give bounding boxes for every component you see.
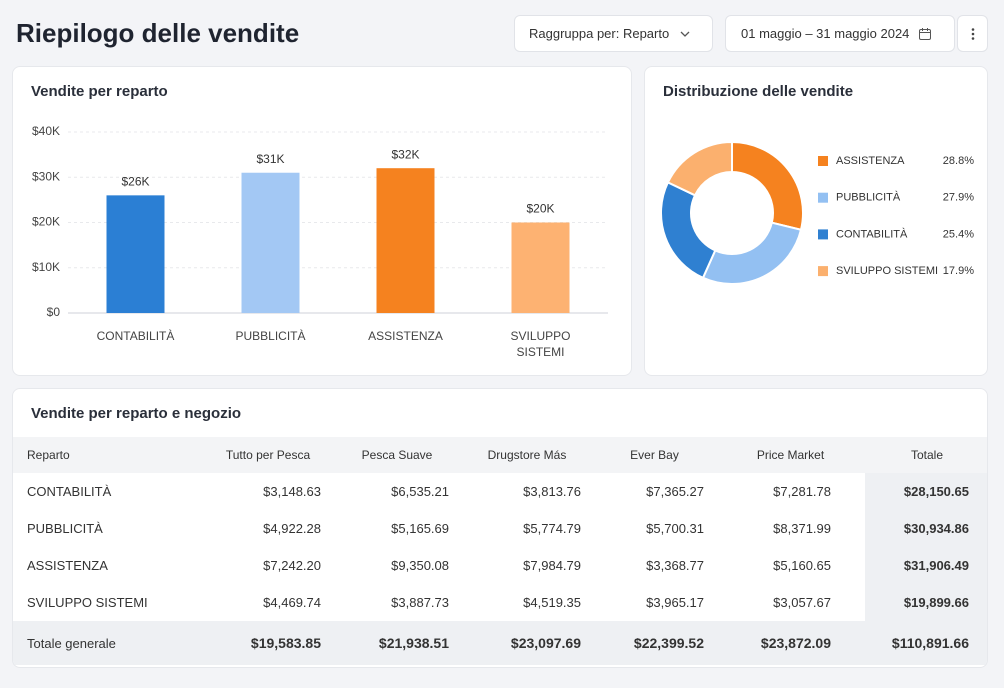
total-value: $22,399.52 bbox=[593, 621, 716, 665]
cell-value: $31,906.49 bbox=[865, 547, 987, 584]
total-row: Totale generale $19,583.85 $21,938.51 $23,0… bbox=[13, 621, 987, 665]
y-tick-label: $0 bbox=[47, 305, 61, 319]
cell-value: $3,813.76 bbox=[523, 484, 581, 499]
y-tick-label: $30K bbox=[32, 169, 60, 183]
column-header: Ever Bay bbox=[593, 437, 716, 473]
bar bbox=[511, 222, 570, 313]
donut-slice bbox=[701, 221, 803, 285]
row-label: CONTABILITÀ bbox=[27, 484, 112, 499]
cell-value: $4,519.35 bbox=[523, 595, 581, 610]
group-label: Raggruppa per: Reparto bbox=[529, 26, 670, 41]
cell-value: $3,057.67 bbox=[773, 595, 831, 610]
page-title: Riepilogo delle vendite bbox=[16, 18, 300, 48]
sales-table: Reparto Tutto per Pesca Pesca Suave Drugsto… bbox=[13, 437, 987, 665]
cell-value: $7,984.79 bbox=[523, 558, 581, 573]
cell-value: $5,160.65 bbox=[773, 558, 831, 573]
x-tick-label: CONTABILITÀ bbox=[96, 329, 175, 343]
y-tick-label: $10K bbox=[32, 260, 60, 274]
cell-value: $9,350.08 bbox=[391, 558, 449, 573]
more-button[interactable] bbox=[957, 15, 988, 52]
donut-card: Distribuzione delle vendite ASSISTENZA 28… bbox=[644, 66, 988, 376]
cell-value: $6,535.21 bbox=[391, 484, 449, 499]
cell-value: $7,242.20 bbox=[263, 558, 321, 573]
column-header: Tutto per Pesca bbox=[203, 437, 333, 473]
kebab-icon bbox=[971, 27, 974, 40]
cell-value: $5,165.69 bbox=[391, 521, 449, 536]
legend-label: ASSISTENZA bbox=[836, 155, 905, 167]
cell-value: $3,887.73 bbox=[391, 595, 449, 610]
donut-slice bbox=[731, 140, 804, 231]
column-header: Reparto bbox=[13, 437, 203, 473]
cell-value: $5,700.31 bbox=[646, 521, 704, 536]
table-row: CONTABILITÀ $3,148.63 $6,535.21 $3,813.76 $7… bbox=[13, 473, 987, 510]
cell-value: $4,469.74 bbox=[263, 595, 321, 610]
x-tick-label: ASSISTENZA bbox=[368, 329, 443, 343]
legend-label: CONTABILITÀ bbox=[836, 227, 908, 240]
date-label: 01 maggio – 31 maggio 2024 bbox=[741, 26, 910, 41]
legend-label: SVILUPPO SISTEMI bbox=[836, 265, 938, 277]
cell-value: $19,899.66 bbox=[865, 584, 987, 621]
value-label: $26K bbox=[121, 175, 149, 189]
chevron-icon bbox=[680, 31, 690, 37]
donut-slice bbox=[660, 181, 717, 280]
bar-card: Vendite per reparto $0 $10K $20K $30K $40K $2… bbox=[12, 66, 632, 376]
table-card: Vendite per reparto e negozio Reparto Tut… bbox=[12, 388, 988, 668]
bar bbox=[376, 168, 435, 313]
column-header: Totale bbox=[865, 437, 987, 473]
value-label: $32K bbox=[391, 147, 419, 161]
y-tick-label: $40K bbox=[32, 124, 60, 138]
column-header: Pesca Suave bbox=[333, 437, 461, 473]
legend-swatch bbox=[818, 266, 828, 277]
legend-value: 27.9% bbox=[943, 192, 974, 204]
card-title: Vendite per reparto e negozio bbox=[31, 405, 242, 422]
value-label: $31K bbox=[256, 152, 284, 166]
donut-slice bbox=[666, 140, 733, 197]
total-value: $21,938.51 bbox=[333, 621, 461, 665]
total-label: Totale generale bbox=[13, 621, 203, 665]
y-tick-label: $20K bbox=[32, 215, 60, 229]
legend-swatch bbox=[818, 156, 828, 166]
legend-value: 17.9% bbox=[943, 265, 974, 277]
group-button[interactable]: Raggruppa per: Reparto bbox=[514, 15, 713, 52]
total-value: $23,097.69 bbox=[461, 621, 593, 665]
total-value: $19,583.85 bbox=[203, 621, 333, 665]
total-value: $23,872.09 bbox=[716, 621, 865, 665]
column-header: Drugstore Más bbox=[461, 437, 593, 473]
legend-value: 28.8% bbox=[943, 155, 974, 167]
row-label: ASSISTENZA bbox=[27, 558, 108, 573]
bar-chart: $0 $10K $20K $30K $40K $26K $31K $32K $20K bbox=[32, 124, 608, 319]
value-label: $20K bbox=[526, 202, 554, 216]
legend-value: 25.4% bbox=[943, 228, 974, 240]
cell-value: $3,965.17 bbox=[646, 595, 704, 610]
legend-label: PUBBLICITÀ bbox=[836, 191, 901, 204]
row-label: SVILUPPO SISTEMI bbox=[27, 595, 148, 610]
cell-value: $3,368.77 bbox=[646, 558, 704, 573]
donut-chart: ASSISTENZA 28.8% PUBBLICITÀ 27.9% CONTABILIT… bbox=[660, 140, 974, 285]
cell-value: $3,148.63 bbox=[263, 484, 321, 499]
date-picker[interactable]: 01 maggio – 31 maggio 2024 bbox=[725, 15, 955, 52]
x-tick-label: SVILUPPO SISTEMI bbox=[510, 329, 571, 359]
table-row: PUBBLICITÀ $4,922.28 $5,165.69 $5,774.79 $5,… bbox=[13, 510, 987, 547]
table-row: ASSISTENZA $7,242.20 $9,350.08 $7,984.79 $3,… bbox=[13, 547, 987, 584]
row-label: PUBBLICITÀ bbox=[27, 521, 103, 536]
card-title: Vendite per reparto bbox=[31, 83, 168, 100]
legend-swatch bbox=[818, 192, 828, 203]
table-row: SVILUPPO SISTEMI $4,469.74 $3,887.73 $4,519… bbox=[13, 584, 987, 621]
column-header: Price Market bbox=[716, 437, 865, 473]
x-tick-label: PUBBLICITÀ bbox=[235, 329, 306, 343]
legend-swatch bbox=[818, 229, 828, 240]
bar bbox=[106, 195, 165, 313]
bar bbox=[241, 172, 300, 313]
cell-value: $8,371.99 bbox=[773, 521, 831, 536]
cell-value: $4,922.28 bbox=[263, 521, 321, 536]
calendar-icon bbox=[919, 27, 932, 40]
total-value: $110,891.66 bbox=[865, 621, 987, 665]
card-title: Distribuzione delle vendite bbox=[663, 83, 854, 100]
cell-value: $7,281.78 bbox=[773, 484, 831, 499]
cell-value: $28,150.65 bbox=[865, 473, 987, 510]
cell-value: $5,774.79 bbox=[523, 521, 581, 536]
cell-value: $30,934.86 bbox=[865, 510, 987, 547]
cell-value: $7,365.27 bbox=[646, 484, 704, 499]
